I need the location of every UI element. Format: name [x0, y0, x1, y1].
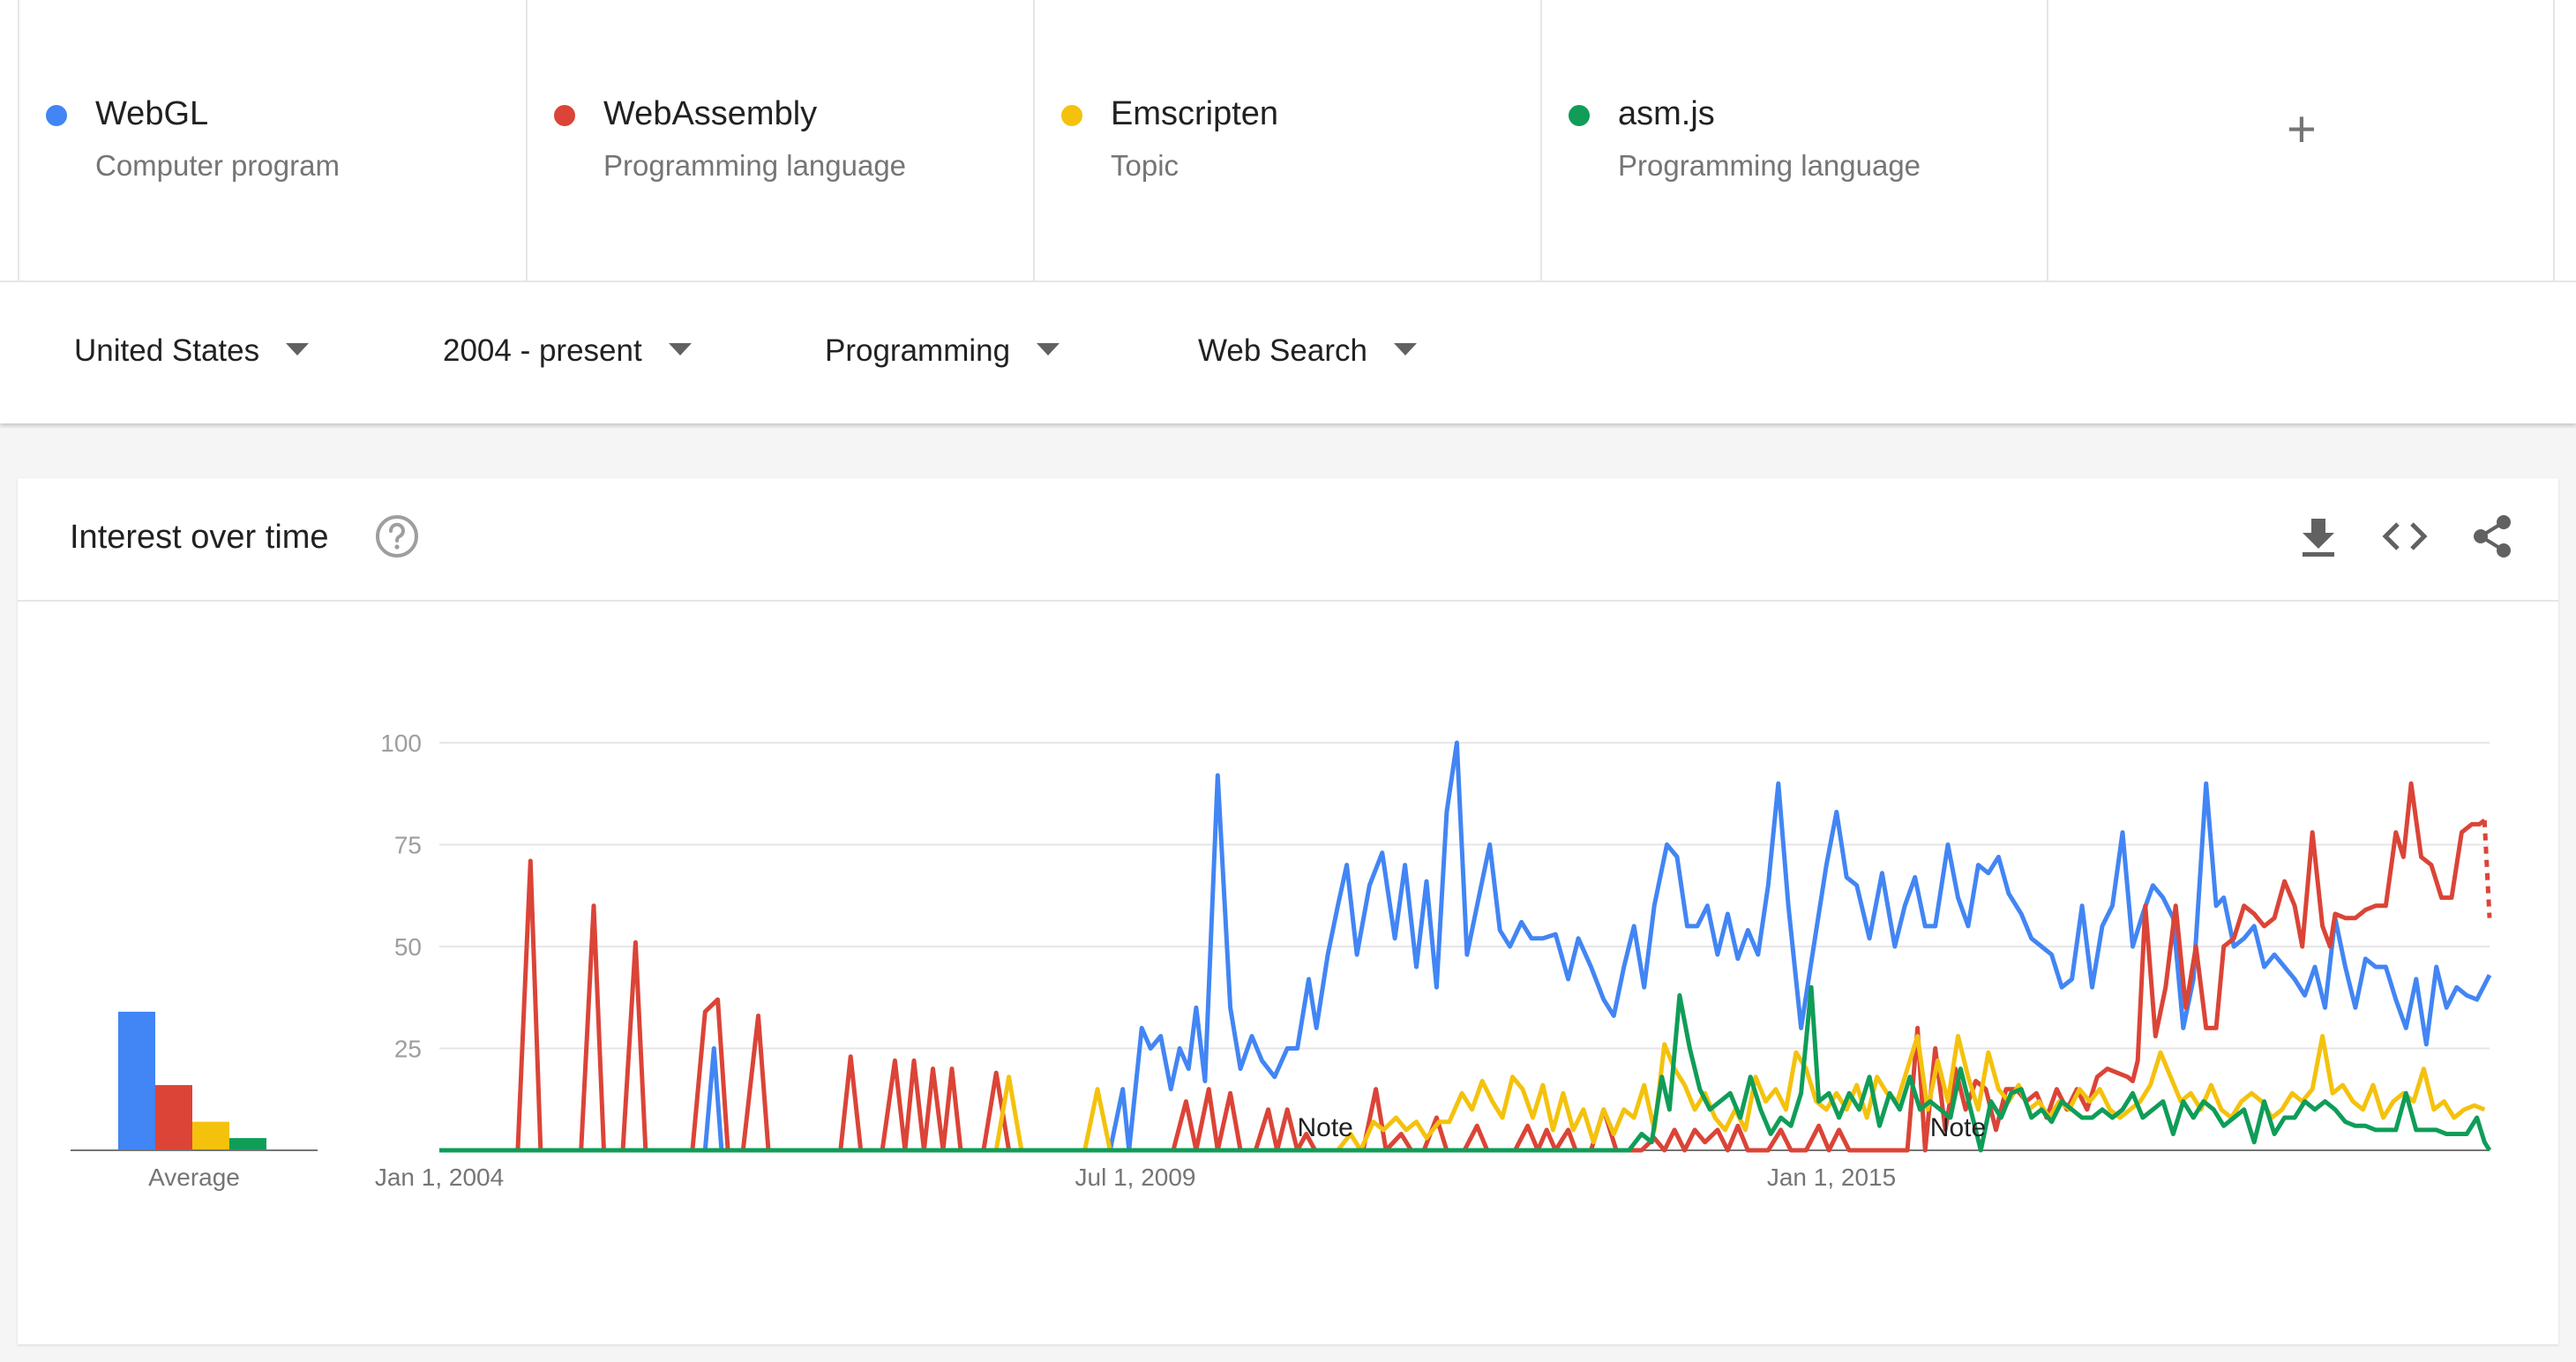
series-line-webassembly [439, 781, 2486, 1153]
y-tick-label: 25 [394, 1036, 422, 1063]
interest-over-time-chart: 25 50 75 100 Jan 1, 2004 Jul 1, 2009 Jan 1, 20… [71, 730, 2492, 1191]
term-card-asmjs[interactable]: asm.js Programming language [1540, 0, 2047, 281]
embed-code-icon[interactable] [2378, 512, 2431, 561]
region-filter[interactable]: United States [74, 333, 310, 369]
search-property-filter[interactable]: Web Search [1198, 333, 1417, 369]
term-type: Programming language [603, 149, 907, 182]
compare-terms-bar: WebGL Computer program WebAssembly Progr… [0, 0, 2576, 281]
x-tick-label: Jan 1, 2004 [375, 1164, 504, 1191]
series-color-dot [46, 105, 67, 126]
interest-over-time-card: Interest over time 25 50 75 100 Jan 1, 2004 J… [18, 478, 2558, 1344]
region-filter-label: United States [74, 333, 260, 368]
card-title: Interest over time [70, 519, 329, 556]
help-icon[interactable] [374, 513, 420, 559]
dropdown-arrow-icon [286, 342, 310, 355]
note-marker: Note [1930, 1113, 1986, 1142]
category-filter-label: Programming [825, 333, 1011, 368]
y-tick-label: 100 [380, 730, 422, 757]
dropdown-arrow-icon [1393, 342, 1417, 355]
term-name: WebGL [95, 95, 209, 132]
dropdown-arrow-icon [668, 342, 692, 355]
card-header: Interest over time [18, 478, 2558, 602]
term-type: Programming language [1618, 149, 1921, 182]
partial-data-segment [2482, 819, 2492, 918]
term-name: Emscripten [1111, 95, 1279, 132]
search-property-filter-label: Web Search [1198, 333, 1367, 368]
term-card-emscripten[interactable]: Emscripten Topic [1033, 0, 1540, 281]
dropdown-arrow-icon [1037, 342, 1060, 355]
term-type: Computer program [95, 149, 340, 182]
y-tick-label: 75 [394, 832, 422, 859]
category-filter[interactable]: Programming [825, 333, 1060, 369]
time-range-filter[interactable]: 2004 - present [443, 333, 692, 369]
average-bar [229, 1138, 266, 1150]
average-bar [118, 1011, 155, 1150]
average-bar [155, 1085, 192, 1150]
y-tick-label: 50 [394, 933, 422, 961]
add-term-button[interactable]: + [2047, 0, 2555, 281]
series-color-dot [1569, 105, 1590, 126]
x-tick-label: Jan 1, 2015 [1767, 1164, 1896, 1191]
term-card-webassembly[interactable]: WebAssembly Programming language [526, 0, 1033, 281]
series-color-dot [554, 105, 575, 126]
filter-bar: United States 2004 - present Programming… [0, 281, 2576, 423]
term-name: WebAssembly [603, 95, 818, 132]
average-bar [192, 1121, 229, 1150]
average-label: Average [148, 1164, 240, 1191]
download-icon[interactable] [2295, 512, 2341, 561]
plus-icon: + [2287, 101, 2317, 158]
term-card-webgl[interactable]: WebGL Computer program [18, 0, 526, 281]
series-line-webgl [439, 740, 2492, 1153]
series-line-asmjs [439, 984, 2492, 1153]
time-range-filter-label: 2004 - present [443, 333, 642, 368]
series-color-dot [1061, 105, 1082, 126]
series-line-emscripten [439, 1034, 2486, 1153]
share-icon[interactable] [2468, 512, 2518, 561]
note-marker: Note [1298, 1113, 1353, 1142]
term-type: Topic [1111, 149, 1179, 182]
term-name: asm.js [1618, 95, 1715, 132]
x-tick-label: Jul 1, 2009 [1075, 1164, 1196, 1191]
